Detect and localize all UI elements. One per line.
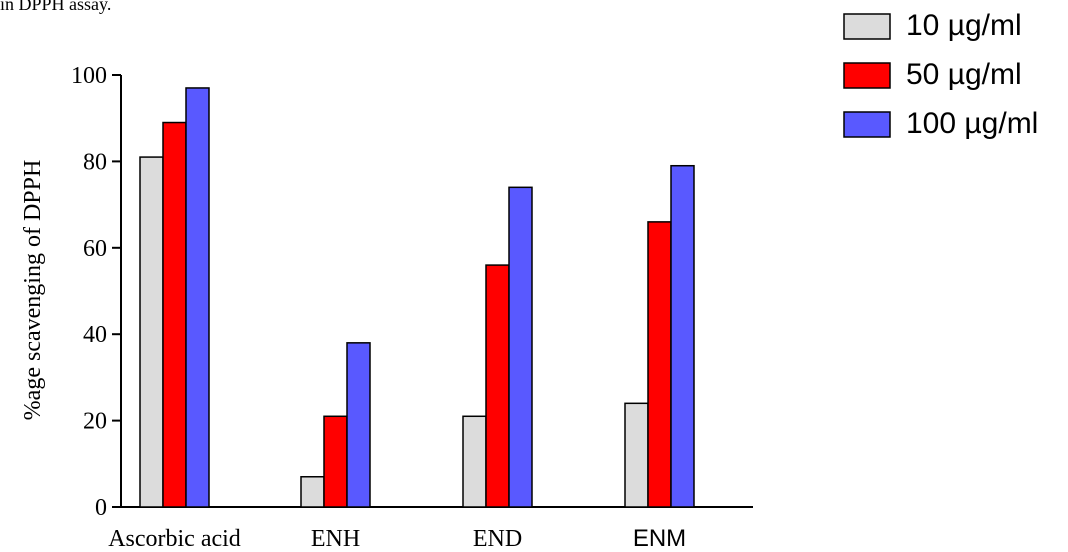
y-tick-label: 40 [83,322,107,348]
caption-fragment: in DPPH assay. [0,0,112,14]
bars [139,87,695,508]
x-tick-label: Ascorbic acid [108,526,241,552]
legend-label: 10 µg/ml [906,9,1022,42]
y-tick-label: 20 [83,409,107,435]
y-tick-label: 0 [95,495,107,521]
bar-end-series-1 [462,415,487,508]
legend-swatch [843,13,891,40]
x-tick-label: END [473,526,522,552]
legend-swatch [843,111,891,138]
bar-enm-series-3 [670,164,695,508]
bar-enm-series-2 [647,221,672,508]
bar-enh-series-2 [323,415,348,508]
bar-enh-series-1 [300,476,325,508]
bar-end-series-2 [485,264,510,508]
y-tick-label: 60 [83,236,107,262]
x-tick-label: ENM [633,525,686,552]
bar-ascorbic-acid-series-3 [185,87,210,508]
y-tick-label: 100 [71,63,107,89]
y-tick-label: 80 [83,149,107,175]
y-axis: 0 20 40 60 80 100 [71,63,122,521]
bar-ascorbic-acid-series-2 [162,121,187,508]
bar-ascorbic-acid-series-1 [139,156,164,508]
bar-enh-series-3 [346,342,371,508]
legend-label: 50 µg/ml [906,58,1022,91]
legend-label: 100 µg/ml [906,107,1038,140]
x-tick-labels: Ascorbic acid ENH END ENM [108,525,686,552]
bar-end-series-3 [508,186,533,508]
x-tick-label: ENH [311,526,360,552]
legend: 10 µg/ml 50 µg/ml 100 µg/ml [843,9,1038,140]
legend-swatch [843,62,891,89]
y-axis-label: %age scavenging of DPPH [20,160,46,421]
bar-enm-series-1 [624,402,649,508]
